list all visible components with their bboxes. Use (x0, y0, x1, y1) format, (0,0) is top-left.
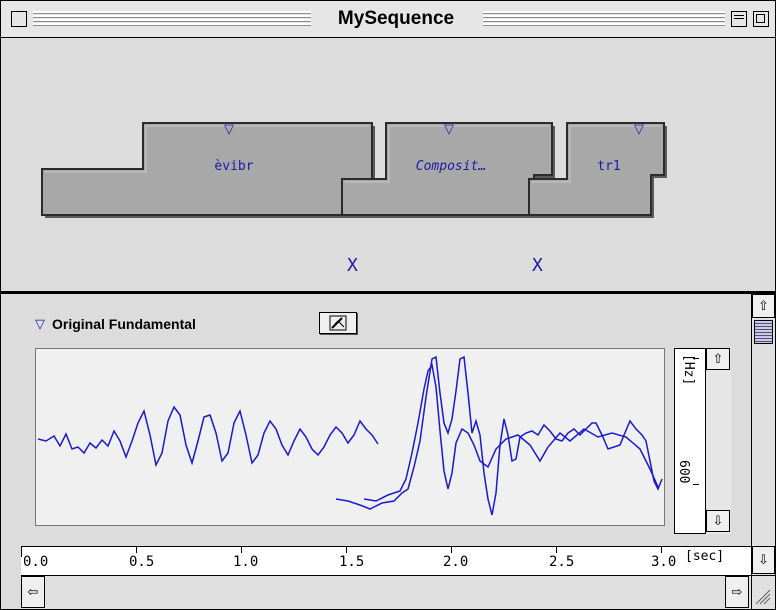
vertical-scrollbar[interactable]: ⇧ ⇩ (751, 294, 775, 575)
fundamental-curve-segment (37, 405, 379, 468)
fundamental-curve-segment (335, 355, 663, 516)
segment-evibr[interactable]: ▽ èvibr (39, 120, 381, 224)
segment-menu-icon[interactable]: ▽ (224, 122, 234, 137)
title-stripes-right (483, 11, 725, 27)
time-tick (21, 547, 22, 557)
time-tick (451, 547, 452, 553)
close-box-icon[interactable] (11, 11, 27, 27)
zoom-box-icon[interactable] (731, 11, 747, 27)
time-tick-label: 2.0 (443, 554, 469, 570)
track-header: ▽ Original Fundamental (35, 314, 196, 334)
time-tick-label: 3.0 (651, 554, 677, 570)
time-unit-label: [sec] (685, 549, 725, 564)
grow-box-icon[interactable] (751, 575, 775, 609)
time-tick-label: 1.5 (339, 554, 365, 570)
time-tick-label: 0.0 (23, 554, 49, 570)
scroll-right-arrow-icon[interactable]: ⇨ (725, 576, 749, 608)
segment-menu-icon[interactable]: ▽ (444, 122, 454, 137)
scroll-up-arrow-icon[interactable]: ⇧ (752, 294, 775, 318)
time-axis[interactable]: 0.0 0.5 1.0 1.5 2.0 2.5 3.0 [sec] (21, 546, 751, 576)
frequency-tick (693, 358, 699, 359)
segment-menu-icon[interactable]: ▽ (634, 122, 644, 137)
frequency-tick-label: 600 (676, 460, 691, 484)
fundamental-curve-svg (37, 355, 663, 516)
time-tick (241, 547, 242, 553)
scroll-left-arrow-icon[interactable]: ⇦ (21, 576, 45, 608)
segment-composite[interactable]: ▽ Composit… (339, 120, 561, 224)
frequency-tick (693, 484, 699, 485)
time-tick (136, 547, 137, 553)
pencil-tool-button[interactable] (319, 312, 357, 334)
time-tick-label: 1.0 (233, 554, 259, 570)
window-title: MySequence (311, 6, 481, 32)
frequency-scroll-down-icon[interactable]: ⇩ (706, 510, 730, 532)
track-pane: ▽ Original Fundamental [Hz] 600 ⇧ ⇩ (1, 294, 751, 547)
segment-label: èvibr (214, 159, 254, 174)
title-bar[interactable]: MySequence (1, 1, 775, 38)
segment-tr1[interactable]: ▽ tr1 (526, 120, 671, 224)
frequency-scroll-up-icon[interactable]: ⇧ (706, 348, 730, 370)
time-tick (661, 547, 662, 553)
fundamental-curve-segment (363, 363, 659, 502)
time-tick-label: 0.5 (129, 554, 155, 570)
time-tick (556, 547, 557, 553)
title-stripes-left (33, 11, 313, 27)
sequence-pane: ▽ èvibr ▽ Composit… ▽ tr1 X X (1, 38, 775, 294)
time-tick (346, 547, 347, 553)
horizontal-scrollbar[interactable]: ⇦ ⇨ (21, 575, 751, 609)
transition-mark[interactable]: X (347, 255, 358, 276)
pencil-tool-icon (329, 315, 347, 331)
time-tick-label: 2.5 (549, 554, 575, 570)
frequency-scrollbar[interactable]: ⇧ ⇩ (705, 348, 731, 534)
scroll-thumb[interactable] (754, 320, 773, 344)
collapse-box-icon[interactable] (753, 11, 769, 27)
disclosure-triangle-icon[interactable]: ▽ (35, 316, 45, 332)
segment-label: tr1 (597, 159, 621, 174)
transition-mark[interactable]: X (532, 255, 543, 276)
scroll-down-arrow-icon[interactable]: ⇩ (752, 546, 775, 574)
frequency-unit-label: [Hz] (681, 354, 696, 386)
fundamental-plot[interactable] (35, 348, 665, 526)
segment-label: Composit… (415, 159, 487, 174)
track-title: Original Fundamental (52, 316, 196, 332)
